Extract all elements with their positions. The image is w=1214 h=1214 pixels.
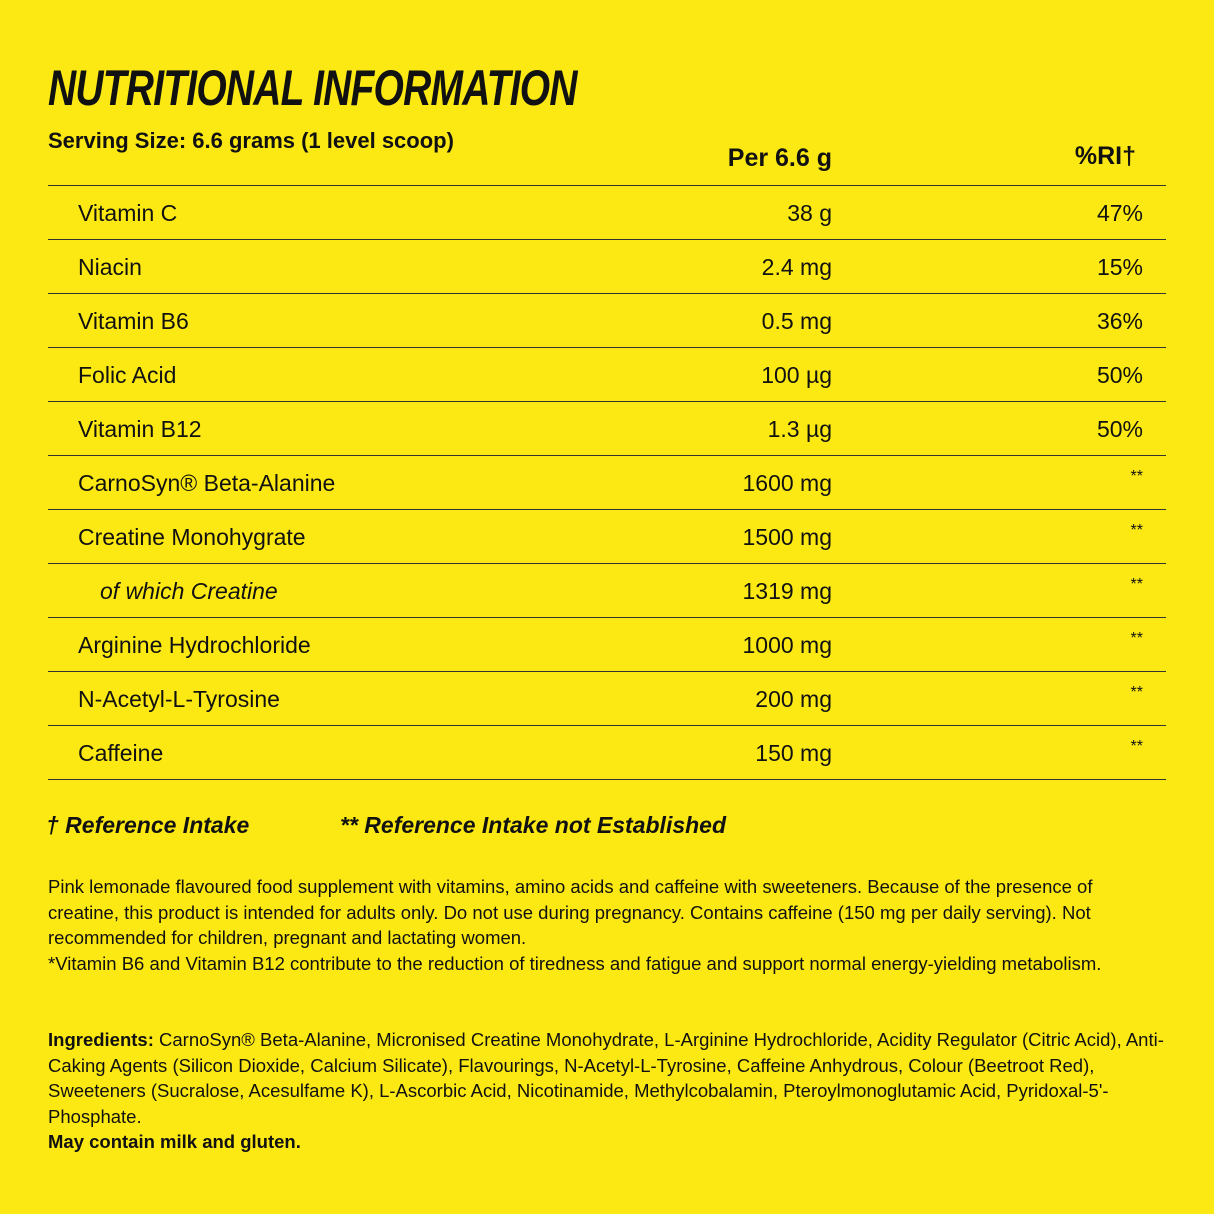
table-row: of which Creatine 1319 mg **: [48, 564, 1166, 618]
nutrient-value: 100 µg: [761, 362, 832, 388]
product-description: Pink lemonade flavoured food supplement …: [48, 874, 1168, 976]
nutrient-value: 1000 mg: [742, 632, 832, 658]
table-row: N-Acetyl-L-Tyrosine 200 mg **: [48, 672, 1166, 726]
nutrient-ri: **: [1130, 738, 1143, 755]
nutrient-ri: **: [1130, 630, 1143, 647]
nutrient-value: 200 mg: [755, 686, 832, 712]
table-row: Vitamin B6 0.5 mg 36%: [48, 294, 1166, 348]
nutrient-name: of which Creatine: [100, 578, 278, 604]
nutrient-value: 2.4 mg: [761, 254, 832, 280]
footnote-reference-intake: † Reference Intake: [46, 812, 250, 838]
nutrient-ri: 50%: [1096, 362, 1143, 388]
nutrient-ri: **: [1130, 576, 1143, 593]
nutrient-name: Vitamin B6: [78, 308, 189, 334]
table-row: Caffeine 150 mg **: [48, 726, 1166, 780]
table-row: Creatine Monohygrate 1500 mg **: [48, 510, 1166, 564]
description-text: Pink lemonade flavoured food supplement …: [48, 876, 1093, 949]
nutrient-name: Vitamin C: [78, 200, 178, 226]
nutrient-name: Arginine Hydrochloride: [78, 632, 311, 658]
nutrition-table: Vitamin C 38 g 47% Niacin 2.4 mg 15% Vitamin…: [48, 185, 1166, 780]
page-title: NUTRITIONAL INFORMATION: [48, 60, 578, 116]
nutrient-value: 1.3 µg: [767, 416, 832, 442]
serving-size: Serving Size: 6.6 grams (1 level scoop): [48, 128, 454, 153]
nutrient-name: Folic Acid: [78, 362, 177, 388]
table-row: Folic Acid 100 µg 50%: [48, 348, 1166, 402]
footnote-ri-not-established: ** Reference Intake not Established: [340, 812, 727, 838]
nutrient-ri: 50%: [1096, 416, 1143, 442]
nutrient-name: CarnoSyn® Beta-Alanine: [78, 470, 336, 496]
ingredients-text: CarnoSyn® Beta-Alanine, Micronised Creat…: [48, 1029, 1164, 1127]
nutrient-ri: 15%: [1096, 254, 1143, 280]
nutrient-ri: **: [1130, 468, 1143, 485]
table-row: Arginine Hydrochloride 1000 mg **: [48, 618, 1166, 672]
health-claim: *Vitamin B6 and Vitamin B12 contribute t…: [48, 952, 1102, 974]
nutrient-value: 1600 mg: [742, 470, 832, 496]
nutrient-value: 1500 mg: [742, 524, 832, 550]
nutrient-name: Niacin: [78, 254, 142, 280]
ingredients-label: Ingredients:: [48, 1029, 154, 1050]
nutrient-value: 150 mg: [755, 740, 832, 766]
nutrient-ri: 47%: [1096, 200, 1143, 226]
table-row: Vitamin B12 1.3 µg 50%: [48, 402, 1166, 456]
nutrient-name: Vitamin B12: [78, 416, 202, 442]
table-row: Niacin 2.4 mg 15%: [48, 240, 1166, 294]
nutrient-value: 0.5 mg: [761, 308, 832, 334]
nutrient-value: 1319 mg: [742, 578, 832, 604]
table-row: CarnoSyn® Beta-Alanine 1600 mg **: [48, 456, 1166, 510]
nutrient-name: Caffeine: [78, 740, 164, 766]
column-header-ri: %RI†: [1074, 142, 1136, 170]
nutrient-name: N-Acetyl-L-Tyrosine: [78, 686, 280, 712]
allergen-statement: May contain milk and gluten.: [48, 1131, 301, 1153]
column-header-per-serving: Per 6.6 g: [727, 144, 832, 172]
table-row: Vitamin C 38 g 47%: [48, 186, 1166, 240]
nutrient-ri: 36%: [1096, 308, 1143, 334]
nutrient-ri: **: [1130, 684, 1143, 701]
nutrient-value: 38 g: [787, 200, 832, 226]
ingredients-block: Ingredients: CarnoSyn® Beta-Alanine, Mic…: [48, 1027, 1168, 1155]
nutrient-name: Creatine Monohygrate: [78, 524, 306, 550]
nutrient-ri: **: [1130, 522, 1143, 539]
